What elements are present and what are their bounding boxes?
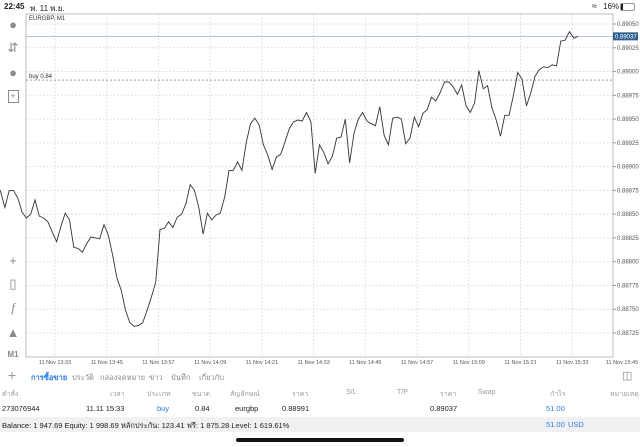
col-profit: กำไร bbox=[550, 391, 566, 398]
crosshair-icon[interactable]: + bbox=[9, 252, 17, 268]
col-size: ขนาด bbox=[192, 391, 211, 398]
y-tick-label: 0.88800 bbox=[617, 260, 639, 266]
x-tick-label: 11 Nov 14:57 bbox=[401, 360, 433, 366]
y-tick-label: 0.88950 bbox=[617, 117, 639, 123]
x-tick-label: 11 Nov 15:45 bbox=[606, 360, 638, 366]
cell-price: 0.89037 bbox=[430, 404, 458, 413]
timeframe-button[interactable]: M1 bbox=[7, 349, 19, 359]
cell-type: buy bbox=[157, 404, 170, 413]
account-summary: Balance: 1 947.69 Equity: 1 998.69 หลักป… bbox=[2, 421, 290, 430]
y-tick-label: 0.88850 bbox=[617, 212, 639, 218]
time-axis: 11 Nov 13:33 11 Nov 13:45 11 Nov 13:57 11 N… bbox=[39, 360, 638, 366]
current-price-tag bbox=[613, 32, 638, 41]
indicator-icon[interactable]: f bbox=[11, 300, 15, 315]
objects-icon[interactable]: ▲ bbox=[6, 324, 20, 340]
wifi-icon: ≈ bbox=[592, 1, 597, 11]
account-icon[interactable]: ● bbox=[9, 16, 17, 32]
y-tick-label: 0.88875 bbox=[617, 188, 639, 194]
x-tick-label: 11 Nov 15:21 bbox=[504, 360, 536, 366]
chat-icon[interactable]: ● bbox=[9, 64, 17, 80]
tab-journal[interactable]: บันทึก bbox=[171, 373, 191, 382]
col-order: คำสั่ง bbox=[2, 391, 19, 398]
tab-trade[interactable]: การซื้อขาย bbox=[31, 373, 68, 382]
x-tick-label: 11 Nov 14:21 bbox=[246, 360, 278, 366]
chart-symbol-label: EURGBP, M1 bbox=[29, 16, 66, 22]
cell-open-price: 0.88991 bbox=[282, 404, 310, 413]
y-tick-label: 0.88750 bbox=[617, 307, 639, 313]
col-swap: Swap bbox=[478, 389, 496, 396]
cell-profit: 51.00 bbox=[546, 404, 565, 413]
col-type: ประเภท bbox=[147, 391, 171, 398]
tab-history[interactable]: ประวัติ bbox=[72, 373, 94, 382]
y-tick-label: 0.89000 bbox=[617, 70, 639, 76]
cell-time: 11.11 15:33 bbox=[86, 404, 125, 413]
col-open-price: ราคา bbox=[292, 391, 309, 398]
tab-about[interactable]: เกี่ยวกับ bbox=[199, 373, 225, 382]
col-tp: T/P bbox=[397, 389, 408, 396]
add-button[interactable]: + bbox=[8, 367, 17, 383]
current-price-label: 0.89037 bbox=[615, 34, 637, 40]
new-order-icon[interactable]: + bbox=[4, 88, 22, 104]
cell-size: 0.84 bbox=[195, 404, 210, 413]
price-chart[interactable]: 0.89037 0.89050 0.89025 0.89000 0.88975 0.88… bbox=[0, 0, 640, 368]
y-tick-label: 0.89050 bbox=[617, 22, 639, 28]
y-tick-label: 0.89025 bbox=[617, 46, 639, 52]
y-tick-label: 0.88975 bbox=[617, 93, 639, 99]
cell-symbol: eurgbp bbox=[235, 404, 259, 413]
col-sl: S/L bbox=[346, 389, 357, 396]
total-profit: 51.00 bbox=[546, 420, 565, 429]
tab-news[interactable]: ข่าว bbox=[149, 373, 163, 382]
col-comment: หมายเหตุ bbox=[610, 391, 639, 398]
price-line bbox=[0, 30, 579, 327]
x-tick-label: 11 Nov 14:45 bbox=[349, 360, 381, 366]
x-tick-label: 11 Nov 13:57 bbox=[142, 360, 174, 366]
x-tick-label: 11 Nov 13:45 bbox=[91, 360, 123, 366]
home-indicator[interactable] bbox=[236, 438, 404, 442]
order-lines: 0.89037 bbox=[26, 32, 638, 81]
y-tick-label: 0.88925 bbox=[617, 141, 639, 147]
y-tick-label: 0.88900 bbox=[617, 165, 639, 171]
x-tick-label: 11 Nov 13:33 bbox=[39, 360, 71, 366]
x-tick-label: 11 Nov 15:09 bbox=[453, 360, 485, 366]
status-date: พ. 11 พ.ย. bbox=[30, 4, 65, 13]
chart-grid bbox=[26, 14, 613, 357]
profit-currency: USD bbox=[568, 420, 584, 429]
chart-type-icon[interactable]: ▯ bbox=[9, 276, 17, 291]
x-tick-label: 11 Nov 14:09 bbox=[194, 360, 226, 366]
cell-order: 273076944 bbox=[2, 404, 40, 413]
col-price: ราคา bbox=[440, 391, 457, 398]
x-tick-label: 11 Nov 15:33 bbox=[556, 360, 588, 366]
order-line-label: buy 0.84 bbox=[29, 74, 53, 80]
chart-frame bbox=[25, 13, 614, 358]
col-time: เวลา bbox=[110, 391, 125, 398]
layout-toggle-icon[interactable]: ◫ bbox=[622, 370, 633, 382]
tab-mailbox[interactable]: กล่องจดหมาย bbox=[100, 373, 146, 382]
price-axis: 0.89050 0.89025 0.89000 0.88975 0.88950 0.889… bbox=[613, 22, 639, 337]
battery-percent: 16% bbox=[603, 2, 620, 11]
col-symbol: สัญลักษณ์ bbox=[230, 391, 260, 398]
y-tick-label: 0.88775 bbox=[617, 283, 639, 289]
battery-icon bbox=[620, 3, 635, 11]
balance-bar bbox=[0, 417, 640, 432]
x-tick-label: 11 Nov 14:33 bbox=[297, 360, 329, 366]
status-time: 22:45 bbox=[4, 2, 25, 11]
y-tick-label: 0.88725 bbox=[617, 331, 639, 337]
y-tick-label: 0.88825 bbox=[617, 236, 639, 242]
trade-arrows-icon[interactable]: ⇵ bbox=[7, 40, 19, 55]
